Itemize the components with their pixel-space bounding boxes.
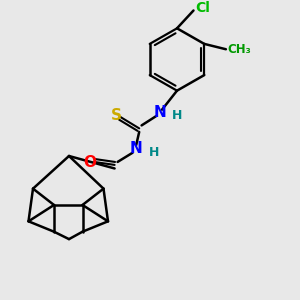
Text: O: O	[83, 155, 96, 170]
Text: S: S	[111, 108, 122, 123]
Text: H: H	[172, 109, 182, 122]
Text: CH₃: CH₃	[227, 43, 251, 56]
Text: Cl: Cl	[195, 1, 210, 15]
Text: N: N	[130, 141, 142, 156]
Text: N: N	[153, 104, 166, 119]
Text: H: H	[149, 146, 159, 159]
